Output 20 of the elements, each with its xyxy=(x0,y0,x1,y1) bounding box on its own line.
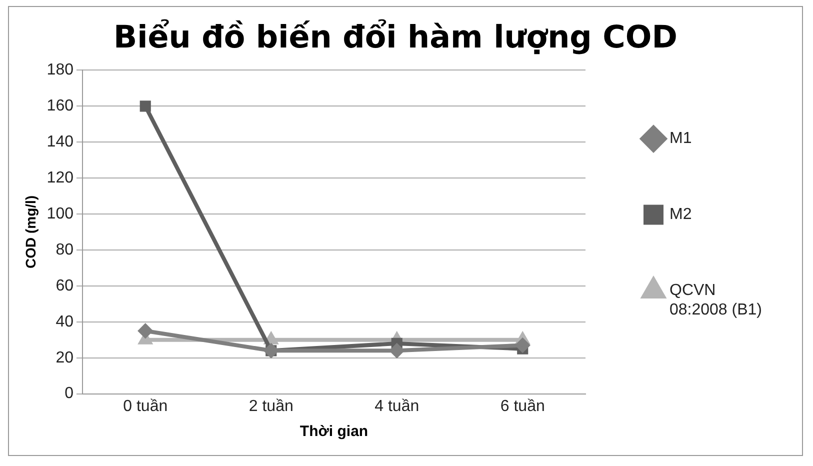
x-tick-label: 6 tuần xyxy=(500,398,545,415)
y-tick-label: 180 xyxy=(46,62,74,79)
x-axis-title: Thời gian xyxy=(300,423,368,440)
y-tick-label: 140 xyxy=(46,134,74,151)
x-tick-label: 0 tuần xyxy=(123,398,168,415)
y-tick-label: 80 xyxy=(56,241,74,258)
y-axis-title: COD (mg/l) xyxy=(22,195,38,269)
legend-label: M1 xyxy=(669,130,692,148)
y-tick-label: 100 xyxy=(46,205,74,222)
x-tick-label: 4 tuần xyxy=(374,398,420,415)
y-tick-label: 0 xyxy=(64,385,74,402)
y-tick-label: 60 xyxy=(56,277,74,294)
x-tick-label: 2 tuần xyxy=(248,398,294,415)
legend-label: M2 xyxy=(669,206,692,224)
chart-title: Biểu đồ biến đổi hàm lượng COD xyxy=(114,18,678,56)
y-tick-label: 160 xyxy=(46,98,74,115)
legend-label: QCVN 08:2008 (B1) xyxy=(669,282,762,318)
y-tick-label: 40 xyxy=(56,313,74,330)
y-tick-label: 20 xyxy=(56,349,74,366)
y-tick-label: 120 xyxy=(46,169,74,186)
